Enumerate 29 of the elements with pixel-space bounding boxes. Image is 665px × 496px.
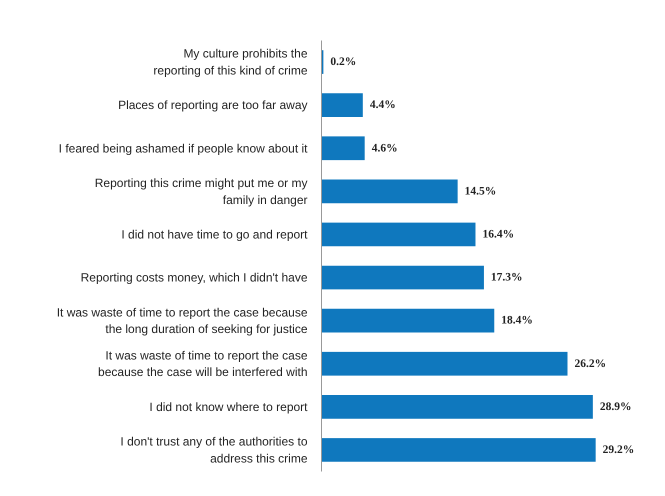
bar [322, 352, 568, 376]
data-label: 4.4% [370, 99, 396, 112]
data-label: 26.2% [574, 358, 606, 370]
bar [322, 222, 476, 246]
y-tick-label: Reporting costs money, which I didn't have [80, 270, 308, 285]
data-label: 29.2% [602, 444, 634, 456]
bar [322, 136, 365, 160]
bar [322, 180, 458, 204]
bar [322, 394, 593, 419]
data-label: 14.5% [464, 185, 496, 198]
y-tick-label: I did not have time to go and report [121, 227, 308, 242]
y-tick-label: It was waste of time to report the case because the long duration of seeking for justice [56, 305, 308, 336]
bar [322, 438, 596, 462]
data-label: 18.4% [501, 314, 533, 327]
bar [322, 308, 494, 333]
data-label: 0.2% [330, 56, 356, 68]
y-tick-label: I did not know where to report [149, 400, 308, 414]
y-tick-label: My culture prohibits the reporting of this kind of crime [153, 46, 308, 78]
y-tick-label: I feared being ashamed if people know about it [58, 141, 308, 156]
bar [322, 266, 484, 290]
data-label: 17.3% [490, 272, 523, 284]
y-tick-label: Places of reporting are too far away [118, 98, 308, 112]
y-tick-label: Reporting this crime might put me or my family in danger [94, 176, 308, 207]
y-tick-label: I don't trust any of the authorities to address this crime [120, 434, 308, 466]
data-label: 28.9% [600, 400, 632, 413]
data-label: 16.4% [482, 228, 514, 240]
bar [322, 93, 363, 118]
y-tick-label: It was waste of time to report the case because the case will be interfered with [98, 348, 308, 380]
data-label: 4.6% [372, 142, 398, 154]
